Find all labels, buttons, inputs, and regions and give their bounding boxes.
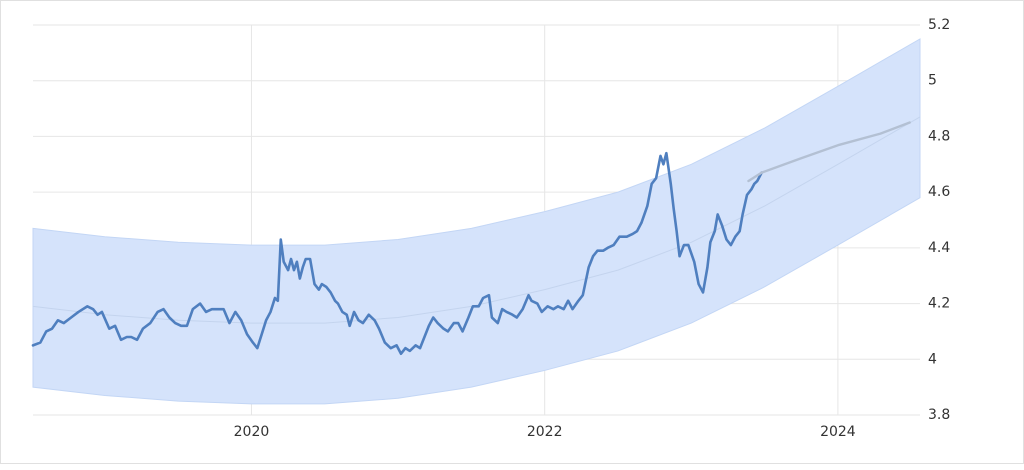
confidence-band	[32, 38, 921, 405]
y-tick-label: 4.6	[928, 184, 950, 200]
y-tick-label: 4.8	[928, 128, 950, 144]
x-tick-label: 2022	[527, 424, 563, 440]
forecast-line	[747, 121, 911, 183]
y-tick-label: 4.2	[928, 296, 950, 312]
y-tick-label: 5	[928, 73, 937, 89]
y-tick-label: 3.8	[928, 407, 950, 423]
data-line	[31, 151, 763, 356]
x-tick-label: 2024	[820, 424, 856, 440]
x-tick-label: 2020	[234, 424, 270, 440]
y-tick-label: 5.2	[928, 17, 950, 33]
trend-line	[32, 116, 921, 324]
y-tick-label: 4.4	[928, 240, 950, 256]
y-tick-label: 4	[928, 351, 937, 367]
